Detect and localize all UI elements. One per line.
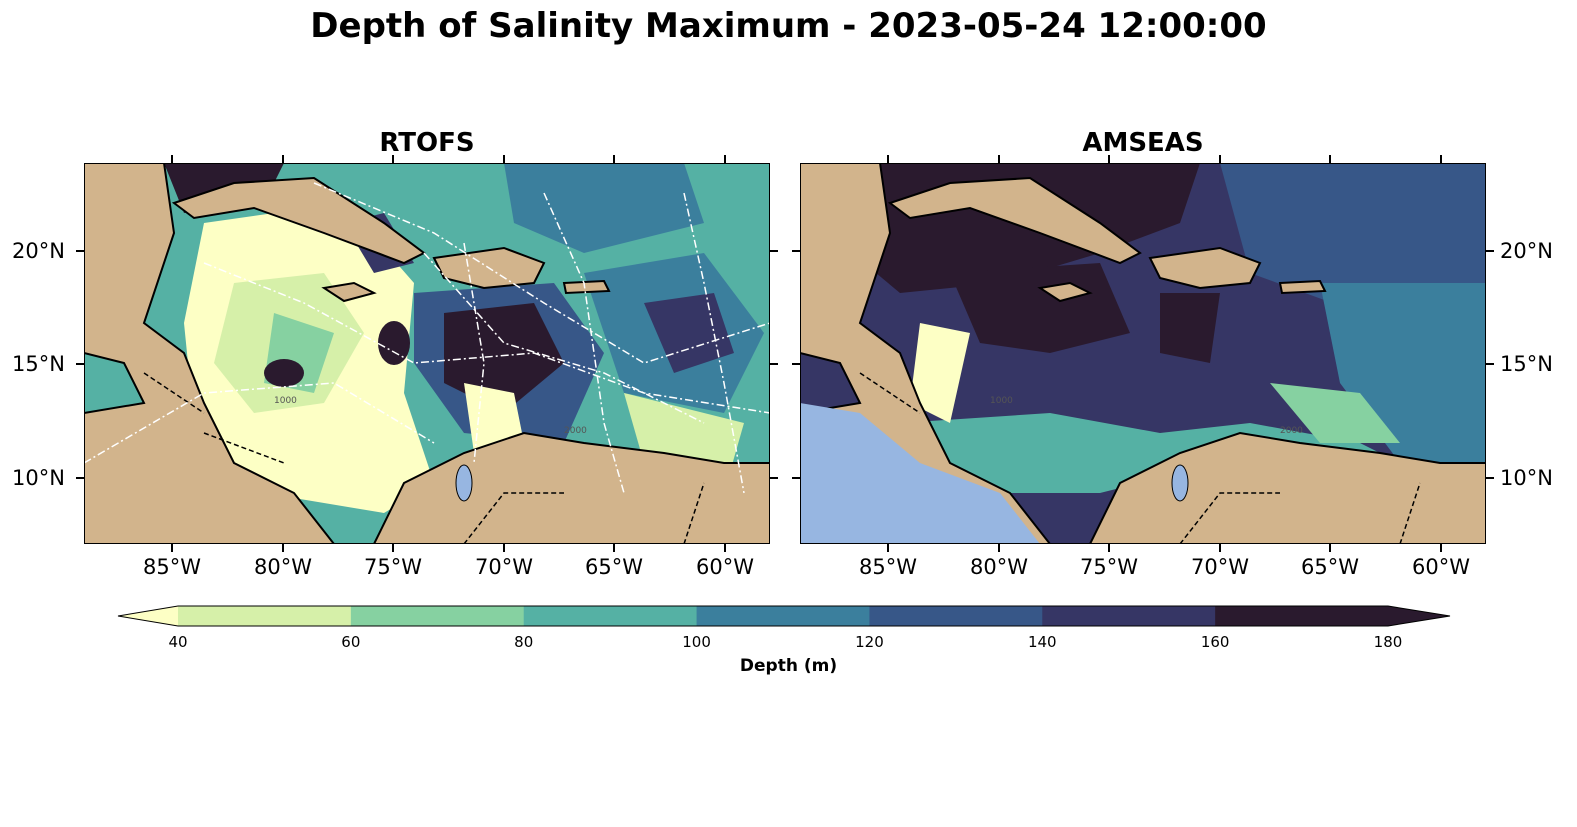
colorbar-tick-label: 180 (1373, 633, 1403, 651)
lat-tick-label: 10°N (1500, 466, 1553, 490)
colorbar-tick-label: 80 (514, 633, 534, 651)
lon-tick-label: 65°W (585, 555, 643, 579)
lat-tick-label: 10°N (12, 466, 65, 490)
colorbar-segment (1042, 606, 1216, 626)
lat-tick-label: 15°N (12, 352, 65, 376)
country-borders (859, 372, 1421, 544)
lat-tick-label: 15°N (1500, 352, 1553, 376)
lat-tick-label: 20°N (1500, 239, 1553, 263)
lon-tick-label: 60°W (696, 555, 754, 579)
colorbar-segment (350, 606, 525, 626)
lon-tick-label: 75°W (364, 555, 422, 579)
panel-title-amseas: AMSEAS (1082, 128, 1204, 158)
colorbar-segment (1215, 606, 1389, 626)
colorbar-segment (869, 606, 1043, 626)
colorbar-extend-high (1388, 606, 1450, 626)
colorbar-tick-label: 140 (1027, 633, 1057, 651)
lon-tick-label: 70°W (1191, 555, 1249, 579)
colorbar-segment (178, 606, 352, 626)
colorbar-outline (117, 605, 1451, 627)
colorbar-segment (523, 606, 698, 626)
shipping-tracks (84, 182, 770, 494)
lon-tick-label: 75°W (1080, 555, 1138, 579)
lake-maracaibo (1171, 464, 1189, 502)
contour-label-1000: 1000 (990, 396, 1013, 406)
contour-label-1000: 1000 (274, 396, 297, 406)
colorbar-tick-label: 120 (855, 633, 884, 651)
colorbar-label: Depth (m) (739, 656, 838, 676)
contour-label-2000: 2000 (1280, 426, 1303, 436)
lon-tick-label: 85°W (859, 555, 917, 579)
lake-maracaibo (455, 464, 473, 502)
colorbar-tick-label: 60 (341, 633, 361, 651)
colorbar-segment (696, 606, 870, 626)
figure-title: Depth of Salinity Maximum - 2023-05-24 1… (310, 6, 1267, 46)
lon-tick-label: 70°W (475, 555, 533, 579)
colorbar-tick-label: 100 (682, 633, 711, 651)
lon-tick-label: 80°W (970, 555, 1028, 579)
contour-label-2000: 2000 (564, 426, 587, 436)
lon-tick-label: 85°W (143, 555, 201, 579)
colorbar-segments (117, 605, 1451, 627)
lon-tick-label: 60°W (1412, 555, 1470, 579)
colorbar (117, 605, 1451, 627)
country-borders (143, 372, 705, 544)
panel-title-rtofs: RTOFS (379, 128, 475, 158)
land-areas (84, 163, 770, 544)
colorbar-tick-label: 160 (1200, 633, 1230, 651)
pacific-ocean-area (800, 403, 1040, 544)
lon-tick-label: 80°W (254, 555, 312, 579)
lon-tick-label: 65°W (1301, 555, 1359, 579)
colorbar-tick-label: 40 (168, 633, 188, 651)
rtofs-map: 1000 2000 (84, 163, 770, 544)
colorbar-extend-low (118, 606, 178, 626)
amseas-map: 1000 2000 (800, 163, 1486, 544)
lat-tick-label: 20°N (12, 239, 65, 263)
